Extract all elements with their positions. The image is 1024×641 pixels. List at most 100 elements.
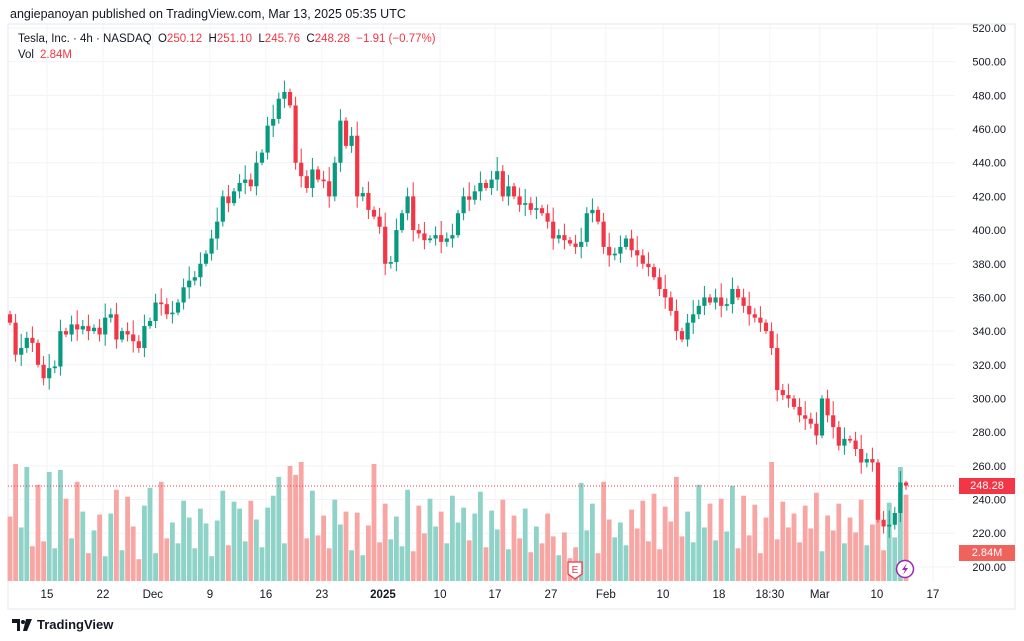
volume-bar: [461, 507, 466, 581]
candle-body: [175, 302, 181, 313]
candle-body: [80, 326, 85, 330]
volume-bar: [18, 527, 24, 581]
candle: [651, 263, 657, 280]
volume-bar: [371, 463, 377, 581]
candle-body: [147, 321, 153, 327]
volume-bar: [763, 517, 769, 581]
candle: [248, 173, 253, 192]
candle-body: [747, 305, 752, 315]
price-tick-label: 480.00: [972, 90, 1006, 102]
volume-bar: [69, 538, 74, 581]
volume-bar: [63, 498, 69, 581]
candle: [831, 401, 836, 439]
candle-body: [663, 289, 668, 298]
price-axis[interactable]: 520.00 500.00 480.00 460.00 440.00 420.00 400.…: [972, 23, 1006, 574]
candle: [293, 96, 298, 170]
candle: [691, 300, 696, 335]
candle-body: [551, 221, 556, 239]
candle-body: [187, 280, 192, 288]
candle-body: [63, 331, 69, 335]
candle: [579, 227, 584, 259]
volume-bar: [332, 499, 338, 581]
symbol-name: Tesla, Inc. · 4h · NASDAQ: [18, 33, 152, 45]
candle: [870, 447, 875, 472]
candle: [747, 291, 752, 326]
candle-body: [343, 120, 349, 146]
volume-bar: [780, 501, 786, 581]
volume-bar: [545, 513, 550, 581]
volume-bar: [802, 505, 808, 581]
earnings-marker[interactable]: E: [567, 561, 583, 580]
candle: [243, 165, 248, 195]
volume-bar: [730, 485, 735, 581]
volume-bar: [119, 550, 125, 581]
candle: [63, 327, 69, 338]
last-volume-badge: 2.84M: [959, 545, 1015, 561]
candle-body: [601, 221, 606, 247]
time-tick-label: 9: [207, 589, 213, 601]
last-price-badge: 248.28: [959, 478, 1015, 494]
volume-bar: [310, 490, 315, 581]
candle: [119, 327, 125, 343]
volume-bar: [847, 517, 853, 581]
candle-body: [887, 524, 892, 527]
candle: [825, 389, 830, 423]
volume-bar: [696, 484, 702, 581]
volume-bar: [170, 522, 175, 581]
candle: [237, 174, 242, 199]
volume-bar: [651, 493, 657, 581]
volume-bar: [786, 527, 791, 581]
candle: [13, 313, 18, 362]
candle-body: [416, 230, 421, 234]
candle: [86, 314, 91, 341]
candle: [108, 308, 113, 323]
candle-body: [276, 98, 281, 119]
lightning-icon[interactable]: [895, 559, 915, 579]
candle-body: [679, 331, 685, 340]
candle: [30, 326, 35, 353]
candle: [125, 322, 130, 342]
candle: [170, 301, 175, 324]
candle: [147, 317, 153, 329]
candle-body: [13, 322, 18, 355]
candle: [220, 190, 225, 227]
volume-legend[interactable]: Vol 2.84M: [18, 49, 72, 61]
volume-bar: [584, 530, 590, 581]
candle-body: [769, 331, 774, 348]
volume-bar: [349, 550, 354, 581]
candle-body: [371, 209, 377, 217]
candle: [791, 395, 797, 410]
candle: [198, 252, 203, 287]
candle-body: [847, 438, 853, 441]
candle-body: [427, 238, 433, 241]
symbol-legend[interactable]: Tesla, Inc. · 4h · NASDAQ O250.12 H251.1…: [18, 33, 436, 45]
candle: [780, 383, 785, 400]
candle-body: [500, 171, 505, 197]
candle-body: [69, 324, 74, 335]
volume-bar: [125, 496, 130, 581]
tradingview-logo[interactable]: TradingView: [12, 617, 113, 632]
volume-bar: [674, 476, 679, 581]
candle-body: [19, 347, 24, 355]
candle-body: [108, 314, 113, 318]
volume-bar: [343, 511, 349, 581]
price-tick-label: 380.00: [972, 259, 1006, 271]
candle-body: [556, 235, 561, 239]
candle: [136, 335, 141, 353]
candle-body: [819, 398, 825, 436]
candle-body: [489, 179, 494, 188]
candle-body: [399, 213, 405, 231]
candle: [455, 209, 461, 238]
candle-body: [332, 162, 337, 197]
candle: [343, 117, 349, 149]
volume-bar: [248, 500, 254, 581]
candle-body: [455, 213, 461, 236]
open-label: O: [157, 33, 167, 45]
time-axis[interactable]: 15 22 Dec 9 16 23 2025 10 17 27 Feb 10 18 18:30 Mar 10 1…: [41, 589, 940, 601]
volume-bar: [472, 513, 478, 581]
candle: [58, 319, 63, 376]
volume-bar: [259, 547, 265, 581]
candle: [640, 249, 645, 269]
candle: [388, 256, 393, 269]
